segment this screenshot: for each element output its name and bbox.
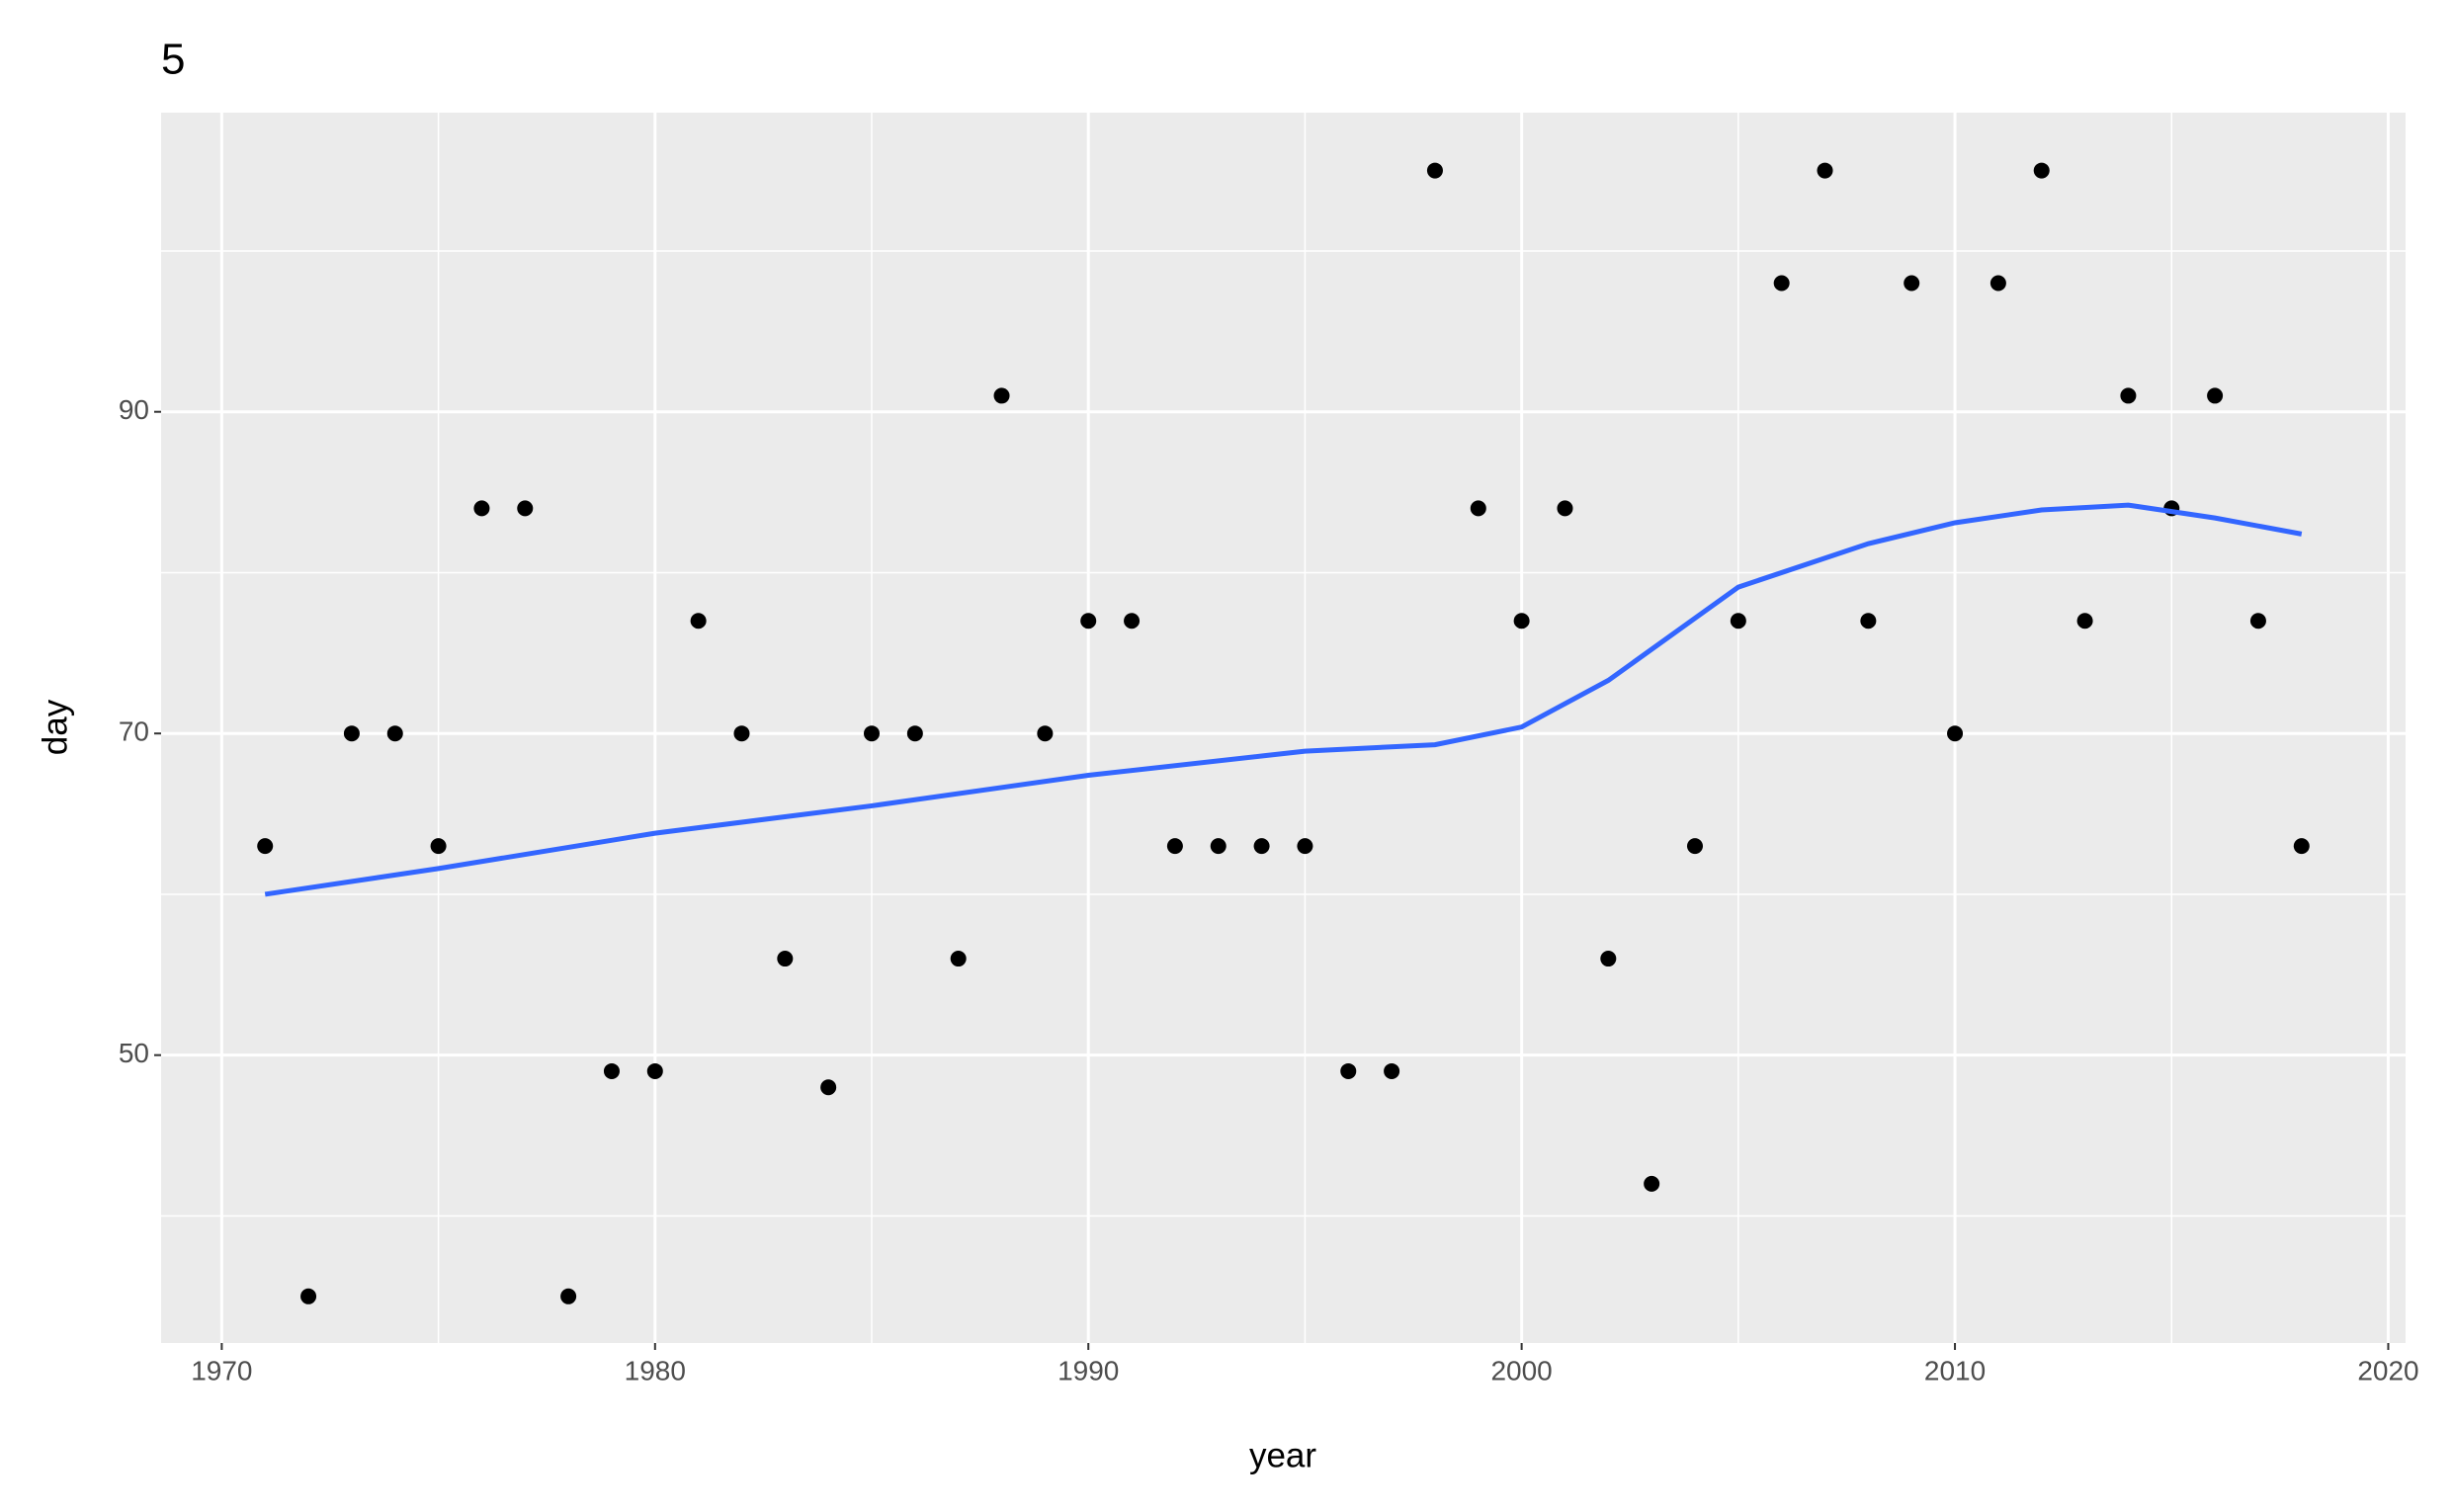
point: [1384, 1062, 1400, 1079]
point: [1600, 951, 1617, 967]
point: [2249, 613, 2266, 630]
point: [1817, 162, 1833, 179]
point: [300, 1288, 317, 1304]
point: [820, 1079, 837, 1096]
y-tick-label: 70: [119, 716, 149, 747]
point: [1904, 275, 1920, 292]
point: [993, 387, 1010, 404]
point: [343, 725, 360, 742]
point: [864, 725, 881, 742]
point: [690, 613, 707, 630]
point: [2076, 613, 2093, 630]
point: [257, 838, 274, 855]
point: [386, 725, 403, 742]
point: [1253, 838, 1270, 855]
point: [1297, 838, 1313, 855]
point: [1340, 1062, 1357, 1079]
point: [2293, 838, 2310, 855]
x-tick-label: 2000: [1490, 1355, 1552, 1386]
point: [1470, 500, 1486, 517]
point: [1730, 613, 1746, 630]
point: [1210, 838, 1227, 855]
smooth-line: [264, 502, 2303, 897]
point: [1426, 162, 1443, 179]
x-tick-label: 2010: [1924, 1355, 1986, 1386]
chart-title: 5: [161, 36, 185, 84]
point: [560, 1288, 577, 1304]
point: [646, 1062, 663, 1079]
point: [1166, 838, 1183, 855]
y-tick-label: 50: [119, 1038, 149, 1068]
point: [430, 838, 447, 855]
x-tick-label: 1970: [191, 1355, 252, 1386]
point: [2207, 387, 2224, 404]
y-axis-title: day: [36, 699, 74, 755]
y-tick-label: 90: [119, 394, 149, 425]
point: [1947, 725, 1964, 742]
point: [1989, 275, 2006, 292]
point: [473, 500, 490, 517]
point: [1644, 1175, 1660, 1192]
point: [517, 500, 534, 517]
point: [1557, 500, 1573, 517]
x-tick-label: 2020: [2357, 1355, 2418, 1386]
x-axis-title: year: [1249, 1436, 1316, 1474]
point: [1124, 613, 1141, 630]
x-tick-label: 1990: [1058, 1355, 1119, 1386]
point: [1513, 613, 1530, 630]
point: [1080, 613, 1097, 630]
point: [777, 951, 794, 967]
point: [1860, 613, 1877, 630]
panel: [161, 113, 2406, 1343]
point: [2033, 162, 2050, 179]
point: [1037, 725, 1054, 742]
point: [603, 1062, 620, 1079]
point: [950, 951, 967, 967]
point: [2120, 387, 2137, 404]
point: [1686, 838, 1703, 855]
point: [906, 725, 923, 742]
point: [733, 725, 750, 742]
point: [1773, 275, 1790, 292]
x-tick-label: 1980: [625, 1355, 686, 1386]
